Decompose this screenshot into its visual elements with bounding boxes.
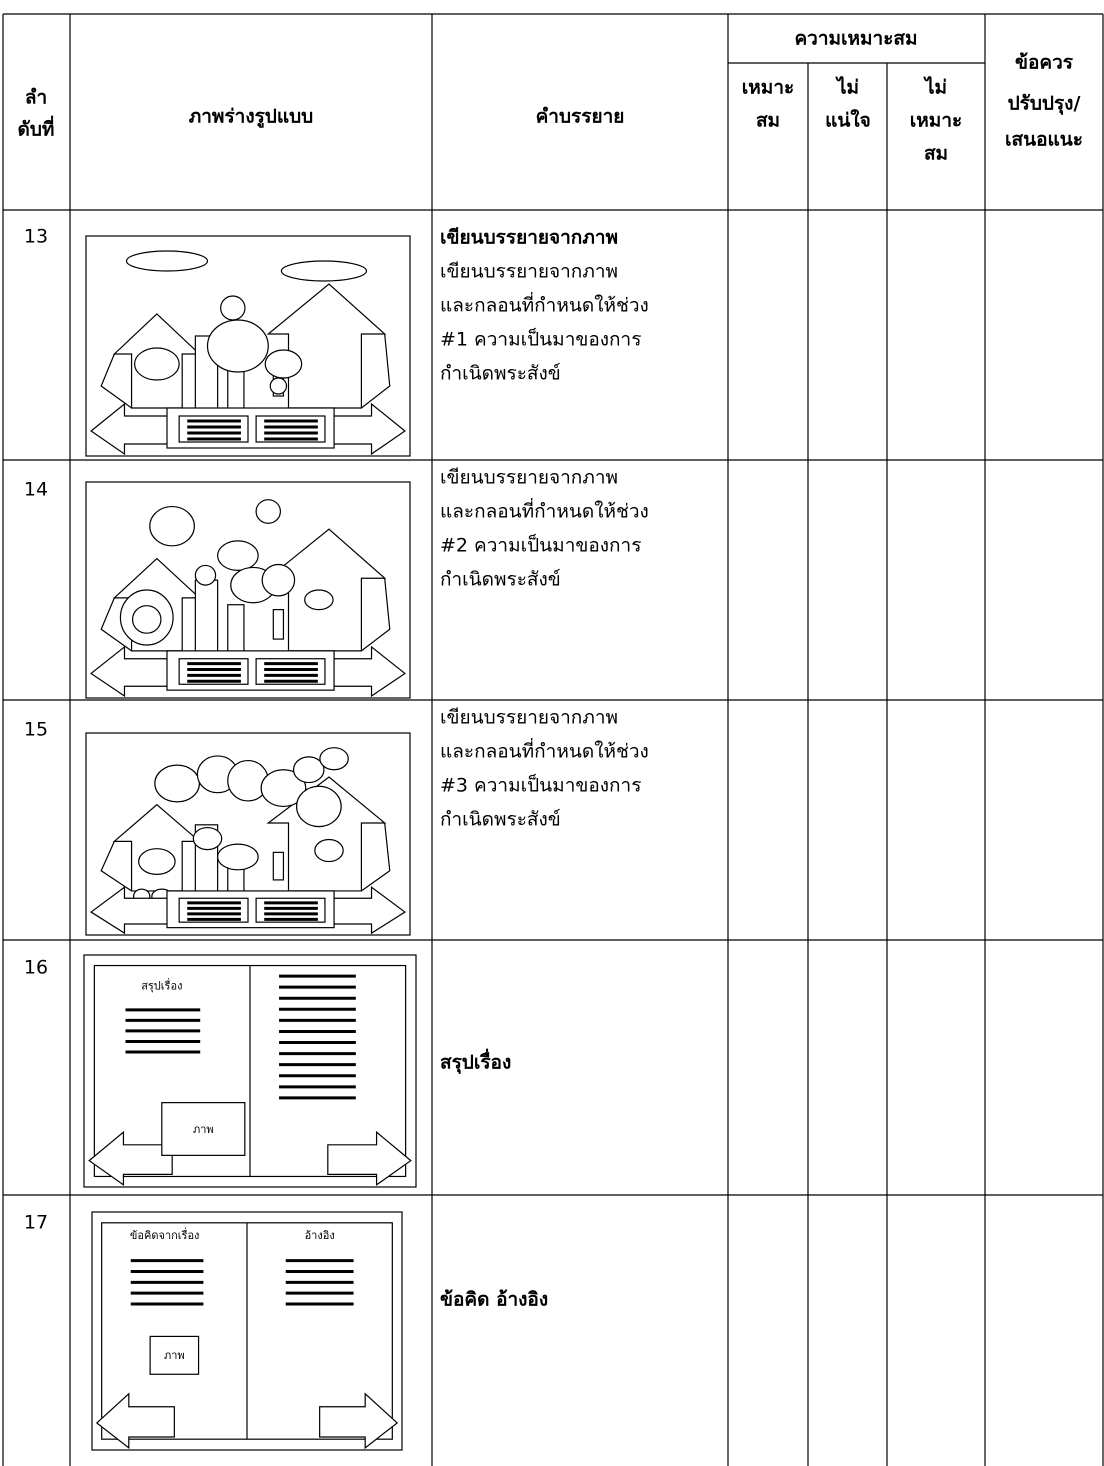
- header-text: ดับที่: [18, 116, 55, 141]
- header-text: ไม่: [835, 76, 859, 99]
- sketch-shape: [100, 841, 132, 892]
- sketch-label: อ้างอิง: [305, 1229, 335, 1242]
- sketch-shape: [269, 377, 288, 395]
- sketch-shape: [206, 319, 269, 373]
- sketch-shape: [154, 764, 201, 803]
- sketch-shape: [217, 843, 259, 871]
- sketch-shape: [134, 347, 180, 381]
- sketch-shape: [361, 822, 391, 892]
- sketch-label: ภาพ: [193, 1123, 214, 1136]
- sketch-shape: [255, 499, 282, 524]
- row-number: 13: [24, 226, 48, 248]
- description-line: กำเนิดพระสังข์: [440, 569, 561, 591]
- sketch-shape: [100, 597, 132, 652]
- sketch-shape: [327, 1130, 412, 1187]
- description-title: เขียนบรรยายจากภาพ: [440, 227, 618, 249]
- sketch-shape: [272, 609, 285, 640]
- header-text: เหมาะ: [742, 77, 794, 99]
- description-line: และกลอนที่กำหนดให้ช่วง: [440, 292, 649, 317]
- description-title: สรุปเรื่อง: [440, 1049, 511, 1075]
- header-text: ปรับปรุง/: [1008, 93, 1081, 116]
- description-line: เขียนบรรยายจากภาพ: [440, 261, 618, 283]
- sketch-shape: [272, 851, 285, 881]
- sketch-shape: [100, 353, 132, 409]
- header-text: สม: [924, 143, 948, 165]
- sketch-shape: [266, 283, 387, 409]
- header-text: แน่ใจ: [825, 109, 871, 132]
- header-text: ความเหมาะสม: [794, 28, 917, 50]
- sketch-label: ภาพ: [164, 1349, 185, 1362]
- sketch-shape: [217, 540, 259, 571]
- sketch-shape: [138, 848, 176, 876]
- row-number: 16: [24, 957, 48, 979]
- header-text: ข้อควร: [1015, 52, 1074, 74]
- sketch-shape: [361, 578, 391, 652]
- sketch-shape: [194, 564, 217, 586]
- sketch-shape: [319, 1392, 399, 1450]
- sketch-shape: [264, 349, 303, 379]
- sketch: [85, 732, 411, 936]
- sketch-label: สรุปเรื่อง: [141, 978, 182, 993]
- sketch-shape: [261, 563, 296, 597]
- sketch-shape: [194, 579, 219, 655]
- description-line: และกลอนที่กำหนดให้ช่วง: [440, 738, 649, 763]
- sketch-shape: [304, 589, 334, 611]
- sketch-shape: [296, 785, 342, 828]
- sketch-label: ข้อคิดจากเรื่อง: [130, 1227, 200, 1242]
- sketch-shape: [227, 604, 245, 655]
- description-title: ข้อคิด อ้างอิง: [440, 1289, 548, 1311]
- sketch-shape: [149, 505, 195, 547]
- header-text: ภาพร่างรูปแบบ: [189, 106, 314, 129]
- sketch-shape: [95, 1392, 175, 1450]
- sketch-shape: [131, 605, 162, 634]
- header-text: คำบรรยาย: [536, 106, 625, 128]
- header-text: ไม่: [923, 76, 947, 99]
- sketch-shape: [220, 295, 246, 321]
- sketch-shape: [161, 1102, 246, 1156]
- sketch-shape: [260, 769, 307, 808]
- description-line: กำเนิดพระสังข์: [440, 363, 561, 385]
- sketch: [85, 235, 411, 457]
- row-number: 14: [24, 479, 48, 501]
- sketch-shape: [192, 826, 223, 851]
- sketch-shape: [280, 260, 368, 282]
- sketch-shape: [319, 747, 349, 771]
- description-line: กำเนิดพระสังข์: [440, 809, 561, 831]
- sketch-shape: [88, 1130, 173, 1187]
- header-text: สม: [756, 110, 780, 132]
- description-line: #1 ความเป็นมาของการ: [440, 327, 641, 351]
- description-line: เขียนบรรยายจากภาพ: [440, 467, 618, 489]
- header-text: ลำ: [25, 87, 47, 109]
- sketch-shape: [112, 803, 202, 892]
- description-line: เขียนบรรยายจากภาพ: [440, 707, 618, 729]
- row-number: 17: [24, 1212, 48, 1234]
- row-number: 15: [24, 719, 48, 741]
- sketch: [85, 481, 411, 699]
- description-line: และกลอนที่กำหนดให้ช่วง: [440, 498, 649, 523]
- sketch-shape: [292, 756, 325, 784]
- sketch-shape: [149, 1335, 200, 1375]
- sketch-shape: [314, 838, 344, 863]
- header-text: เหมาะ: [910, 110, 962, 132]
- description-line: #3 ความเป็นมาของการ: [440, 773, 641, 797]
- header-text: เสนอแนะ: [1005, 129, 1083, 151]
- sketch-shape: [361, 333, 391, 409]
- sketch-shape: [125, 250, 209, 272]
- description-line: #2 ความเป็นมาของการ: [440, 533, 641, 557]
